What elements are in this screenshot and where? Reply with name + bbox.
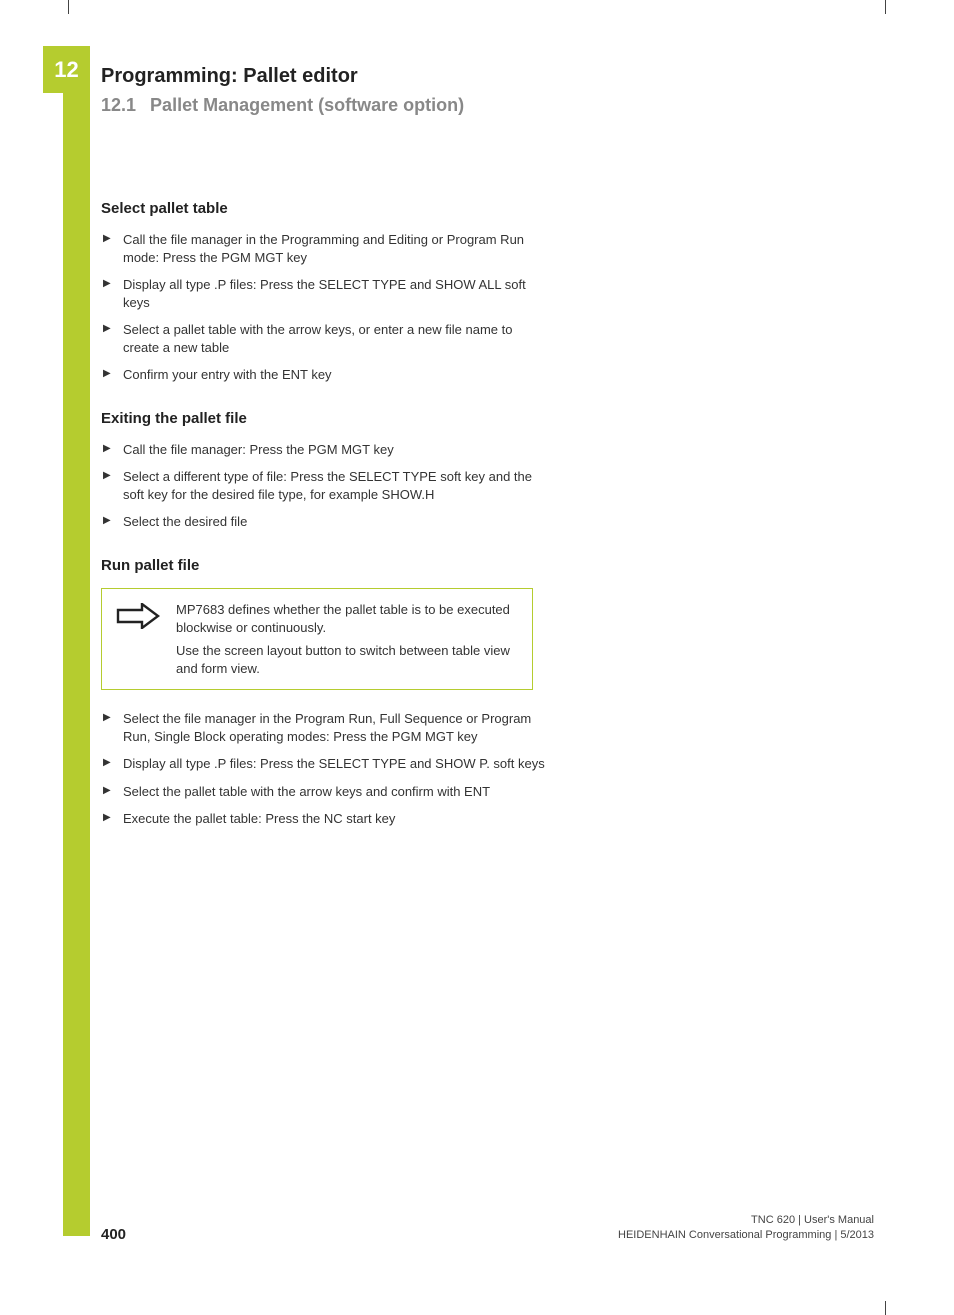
footer-line: HEIDENHAIN Conversational Programming | …: [618, 1228, 874, 1243]
crop-mark: [874, 0, 886, 14]
note-paragraph: MP7683 defines whether the pallet table …: [176, 601, 518, 636]
page-footer: 400 TNC 620 | User's Manual HEIDENHAIN C…: [101, 1213, 874, 1243]
step-list: Call the file manager: Press the PGM MGT…: [101, 441, 551, 531]
arrow-right-icon: [116, 601, 160, 631]
note-text: MP7683 defines whether the pallet table …: [176, 601, 518, 677]
section-name: Pallet Management (software option): [150, 95, 464, 115]
section-title: 12.1 Pallet Management (software option): [101, 95, 464, 116]
section-number: 12.1: [101, 95, 136, 115]
step-item: Call the file manager in the Programming…: [101, 231, 551, 266]
page-number: 400: [101, 1226, 126, 1243]
step-list: Call the file manager in the Programming…: [101, 231, 551, 384]
step-item: Display all type .P files: Press the SEL…: [101, 276, 551, 311]
chapter-number-tab: 12: [43, 46, 90, 93]
step-item: Select a pallet table with the arrow key…: [101, 321, 551, 356]
note-paragraph: Use the screen layout button to switch b…: [176, 642, 518, 677]
subheading: Select pallet table: [101, 200, 551, 217]
footer-line: TNC 620 | User's Manual: [618, 1213, 874, 1228]
main-content: Select pallet table Call the file manage…: [101, 200, 551, 838]
note-box: MP7683 defines whether the pallet table …: [101, 588, 533, 690]
step-item: Call the file manager: Press the PGM MGT…: [101, 441, 551, 459]
step-item: Execute the pallet table: Press the NC s…: [101, 810, 551, 828]
subheading: Exiting the pallet file: [101, 410, 551, 427]
step-item: Select the pallet table with the arrow k…: [101, 783, 551, 801]
step-item: Select the desired file: [101, 513, 551, 531]
step-item: Confirm your entry with the ENT key: [101, 366, 551, 384]
step-item: Display all type .P files: Press the SEL…: [101, 755, 551, 773]
crop-mark: [885, 1301, 886, 1315]
step-list: Select the file manager in the Program R…: [101, 710, 551, 828]
margin-strip: [63, 46, 90, 1236]
subheading: Run pallet file: [101, 557, 551, 574]
crop-mark: [68, 0, 80, 14]
step-item: Select a different type of file: Press t…: [101, 468, 551, 503]
footer-text: TNC 620 | User's Manual HEIDENHAIN Conve…: [618, 1213, 874, 1243]
step-item: Select the file manager in the Program R…: [101, 710, 551, 745]
chapter-title: Programming: Pallet editor: [101, 65, 358, 88]
